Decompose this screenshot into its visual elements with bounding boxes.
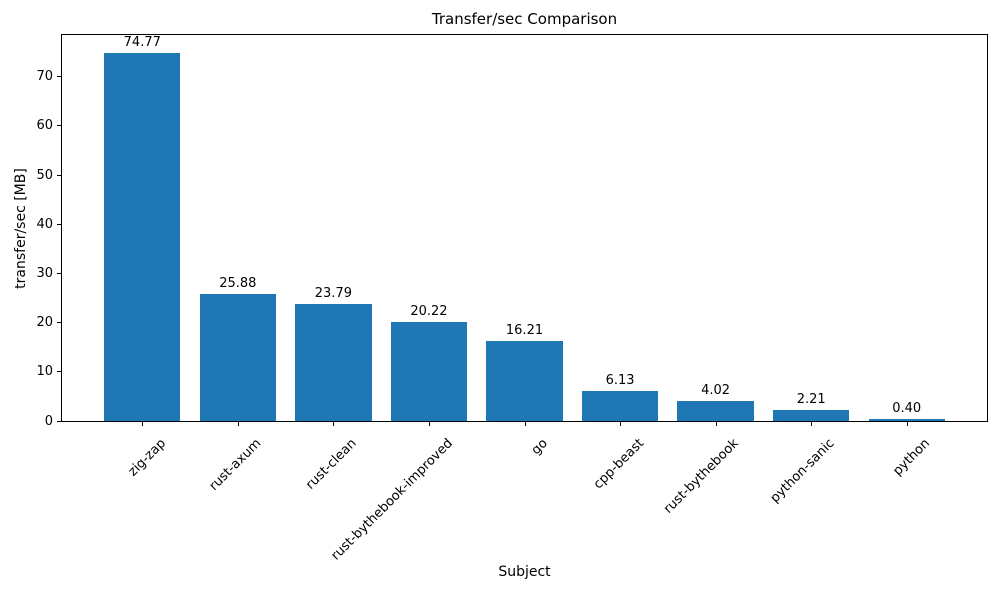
y-tick-mark	[57, 174, 61, 176]
y-tick-mark	[57, 272, 61, 274]
y-tick-mark	[57, 371, 61, 373]
bar-value-label: 4.02	[701, 383, 731, 398]
y-tick-label: 10	[36, 364, 53, 380]
y-tick-label: 40	[36, 216, 53, 232]
bar-value-label: 23.79	[314, 286, 352, 301]
y-tick-label: 70	[36, 69, 53, 85]
bar-value-label: 25.88	[219, 276, 257, 291]
bar-zig-zap	[104, 53, 181, 421]
x-tick-mark	[524, 422, 526, 426]
y-tick-label: 20	[36, 315, 53, 331]
x-tick-label-rust-clean: rust-clean	[303, 436, 360, 493]
x-tick-label-zig-zap: zig-zap	[125, 436, 169, 480]
x-tick-label-python: python	[890, 436, 934, 479]
y-tick-mark	[57, 322, 61, 324]
bar-rust-bythebook-improved	[390, 322, 468, 421]
bar-python-sanic	[772, 410, 850, 421]
y-tick-label: 60	[36, 118, 53, 134]
bar-go	[486, 341, 563, 421]
y-tick-label: 0	[44, 413, 53, 429]
x-tick-mark	[333, 422, 335, 426]
y-tick-mark	[57, 125, 61, 127]
x-tick-mark	[620, 422, 622, 426]
bar-cpp-beast	[581, 391, 659, 421]
x-tick-mark	[142, 422, 144, 426]
x-tick-label-rust-bythebook: rust-bythebook	[661, 436, 743, 517]
x-tick-label-cpp-beast: cpp-beast	[590, 436, 647, 493]
bar-python	[868, 419, 945, 421]
chart-title: Transfer/sec Comparison	[431, 10, 618, 28]
x-tick-label-go: go	[529, 436, 552, 459]
y-tick-label: 50	[36, 167, 53, 183]
x-tick-mark	[715, 422, 717, 426]
bar-rust-bythebook	[677, 401, 754, 421]
bar-value-label: 20.22	[410, 304, 448, 319]
bar-value-label: 74.77	[123, 35, 161, 50]
x-tick-mark	[237, 422, 239, 426]
x-tick-mark	[811, 422, 813, 426]
y-tick-mark	[57, 223, 61, 225]
bar-rust-clean	[295, 304, 372, 421]
x-tick-mark	[428, 422, 430, 426]
x-tick-mark	[906, 422, 908, 426]
x-tick-label-python-sanic: python-sanic	[767, 436, 838, 506]
bar-value-label: 0.40	[892, 401, 922, 416]
bar-value-label: 16.21	[505, 323, 544, 338]
x-axis-label: Subject	[498, 564, 551, 580]
bar-value-label: 6.13	[605, 373, 635, 388]
x-tick-label-rust-axum: rust-axum	[206, 436, 265, 494]
y-tick-label: 30	[36, 265, 53, 281]
y-tick-mark	[57, 76, 61, 78]
bar-value-label: 2.21	[796, 392, 826, 407]
y-tick-mark	[57, 420, 61, 422]
plot-area	[61, 34, 988, 422]
bar-rust-axum	[199, 294, 277, 421]
